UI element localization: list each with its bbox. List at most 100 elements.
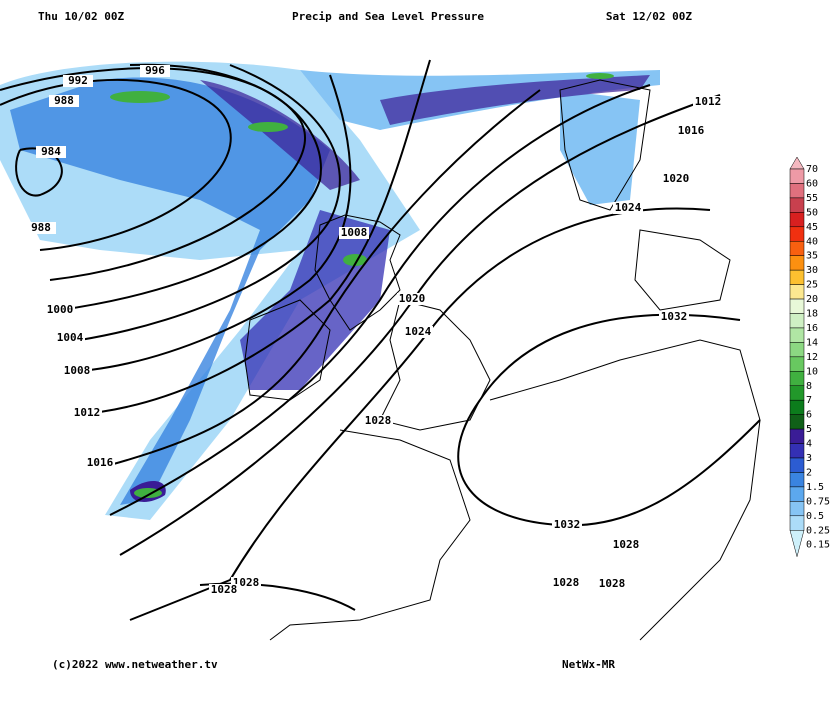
precip-area xyxy=(10,77,330,505)
footer-model: NetWx-MR xyxy=(562,658,615,671)
isobar-label-bg xyxy=(552,519,582,531)
isobar-label-bg xyxy=(613,202,643,214)
isobar xyxy=(457,313,761,527)
coastline xyxy=(244,299,331,401)
coastline xyxy=(269,429,471,641)
isobar xyxy=(79,64,341,341)
legend-label: 30 xyxy=(806,265,818,276)
coastlines xyxy=(244,79,761,641)
isobar-label-bg xyxy=(659,311,689,323)
isobars xyxy=(0,59,761,621)
isobar-label-bg xyxy=(676,125,706,137)
legend-label: 60 xyxy=(806,178,818,189)
legend-swatch xyxy=(789,183,805,199)
legend-label: 55 xyxy=(806,193,818,204)
isobar xyxy=(0,79,232,251)
legend-swatch xyxy=(789,298,805,314)
legend-swatch xyxy=(789,197,805,213)
legend-label: 35 xyxy=(806,251,818,262)
isobar-label-bg xyxy=(597,578,627,590)
legend-label: 5 xyxy=(806,424,812,435)
legend-swatch xyxy=(789,501,805,517)
legend-swatch xyxy=(789,457,805,473)
isobar-label: 988 xyxy=(31,221,51,234)
footer-credit: (c)2022 www.netweather.tv xyxy=(52,658,218,671)
isobar-label-bg xyxy=(693,96,723,108)
legend-swatch xyxy=(789,226,805,242)
legend-swatch xyxy=(789,443,805,459)
precip-area xyxy=(380,75,650,125)
isobar-label: 1028 xyxy=(613,538,640,551)
precip-core xyxy=(586,73,614,79)
legend-label: 4 xyxy=(806,439,812,450)
legend-label: 2 xyxy=(806,467,812,478)
legend-label: 0.5 xyxy=(806,511,824,522)
legend-swatch xyxy=(789,385,805,401)
isobar xyxy=(0,67,306,281)
legend-label: 1.5 xyxy=(806,482,824,493)
coastline xyxy=(634,229,731,311)
isobar-label: 1024 xyxy=(615,201,642,214)
isobar-label-bg xyxy=(140,65,170,77)
legend-label: 0.15 xyxy=(806,540,830,551)
precip-core xyxy=(343,254,367,266)
legend-label: 3 xyxy=(806,453,812,464)
isobar-label: 1024 xyxy=(405,325,432,338)
isobar xyxy=(119,94,721,556)
isobar-label: 1028 xyxy=(553,576,580,589)
precip-core xyxy=(110,91,170,103)
precip-area xyxy=(560,90,640,205)
isobar-label: 1028 xyxy=(365,414,392,427)
isobar-label: 1032 xyxy=(554,518,581,531)
isobar-label: 1000 xyxy=(47,303,74,316)
legend-swatch xyxy=(789,414,805,430)
legend-swatch xyxy=(789,241,805,256)
legend-swatch xyxy=(789,255,805,271)
isobar-label: 1016 xyxy=(87,456,114,469)
map-title: Precip and Sea Level Pressure xyxy=(292,10,484,23)
isobar-label: 1016 xyxy=(678,124,705,137)
legend-label: 20 xyxy=(806,294,818,305)
legend: 70 60 55 50 45 40 35 30 25 20 18 16 14 12 10 8 7 6 5 4 3 2 1.5… xyxy=(789,156,830,558)
isobar xyxy=(109,84,651,516)
isobar-label-bg xyxy=(551,577,581,589)
legend-label: 0.75 xyxy=(806,496,830,507)
isobar-label: 996 xyxy=(145,64,165,77)
isobar-label-bg xyxy=(63,75,93,87)
isobar-label-bg xyxy=(611,539,641,551)
isobar-label: 1008 xyxy=(64,364,91,377)
legend-swatch xyxy=(789,269,805,285)
coastline xyxy=(559,79,651,211)
legend-label: 18 xyxy=(806,309,818,320)
isobar-label: 1020 xyxy=(399,292,426,305)
isobar-label-bg xyxy=(26,222,56,234)
isobar-label: 1020 xyxy=(663,172,690,185)
legend-label: 7 xyxy=(806,395,812,406)
isobar xyxy=(199,582,356,611)
isobar-label: 1012 xyxy=(74,406,101,419)
legend-label: 70 xyxy=(806,164,818,175)
isobar-label: 1004 xyxy=(57,331,84,344)
isobar-label-bg xyxy=(36,146,66,158)
coastline xyxy=(379,299,491,431)
header-date-left: Thu 10/02 00Z xyxy=(38,10,124,23)
isobar-label-bg xyxy=(49,95,79,107)
isobar-label: 988 xyxy=(54,94,74,107)
legend-label: 14 xyxy=(806,337,818,348)
legend-label: 40 xyxy=(806,236,818,247)
legend-swatch xyxy=(789,342,805,358)
coastline xyxy=(314,214,401,331)
isobar-label-bg xyxy=(55,332,85,344)
legend-swatch xyxy=(789,472,805,488)
isobar-label-bg xyxy=(85,457,115,469)
isobar-label-bg xyxy=(45,304,75,316)
isobar-label: 1008 xyxy=(341,226,368,239)
isobar-label-bg xyxy=(72,407,102,419)
isobar-label: 1032 xyxy=(661,310,688,323)
coastline xyxy=(489,339,761,641)
isobar-label: 1012 xyxy=(695,95,722,108)
legend-swatch xyxy=(789,428,805,444)
isobar-label-bg xyxy=(363,415,393,427)
legend-swatch xyxy=(789,515,805,531)
legend-swatch xyxy=(789,168,805,184)
